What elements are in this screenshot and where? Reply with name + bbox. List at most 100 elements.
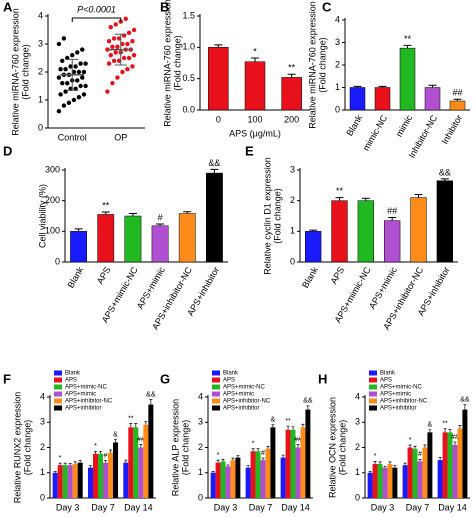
error-bar <box>309 229 318 232</box>
x-tick-label: Day 7 <box>406 502 430 512</box>
error-bar <box>463 404 467 410</box>
error-bar <box>78 460 82 463</box>
legend-label: APS+inhibitor-NC <box>380 399 428 405</box>
y-tick-label: 100 <box>45 226 60 236</box>
y-tick-label: 0.0 <box>182 104 195 114</box>
error-bar <box>226 464 230 467</box>
significance-label: # <box>418 451 422 458</box>
bar <box>424 87 441 111</box>
bar <box>374 87 391 111</box>
error-bar <box>256 448 260 452</box>
panel-letter: H <box>318 371 327 386</box>
data-point <box>81 69 87 75</box>
x-tick-label: OP <box>114 132 127 142</box>
x-tick-label: Day 7 <box>91 502 115 512</box>
error-bar <box>438 457 442 461</box>
error-bar <box>458 425 462 429</box>
bar <box>244 61 266 111</box>
legend-swatch <box>369 405 377 411</box>
error-bar <box>68 463 72 466</box>
x-tick-label: Blank <box>65 265 85 290</box>
error-bar <box>388 461 392 464</box>
y-tick-label: 300 <box>45 164 60 174</box>
bar <box>70 231 87 263</box>
error-bar <box>58 462 62 466</box>
bar <box>225 466 231 498</box>
bar <box>437 460 443 498</box>
legend-swatch <box>54 370 62 376</box>
legend-swatch <box>54 405 62 411</box>
error-bar <box>53 471 57 473</box>
x-tick-label: Day 3 <box>214 502 238 512</box>
legend-swatch <box>54 384 62 390</box>
y-tick-label: 2 <box>38 66 43 76</box>
significance-label: # <box>261 450 265 457</box>
y-axis-label: (Fold change) <box>337 420 347 476</box>
error-bar <box>353 85 362 88</box>
y-tick-label: 3 <box>40 417 45 427</box>
legend-label: APS+mimic <box>65 392 96 398</box>
data-point <box>110 44 115 49</box>
bar <box>250 451 256 498</box>
x-tick-label: Day 7 <box>249 502 273 512</box>
bar <box>270 427 276 498</box>
error-bar <box>144 421 148 425</box>
error-bar <box>129 423 133 428</box>
x-tick-label: Day 14 <box>281 502 310 512</box>
data-point <box>76 95 82 100</box>
data-point <box>68 64 73 69</box>
legend-label: APS <box>380 378 392 384</box>
bar <box>422 447 428 498</box>
data-point <box>65 81 70 86</box>
error-bar <box>261 457 265 461</box>
error-bar <box>221 459 225 462</box>
legend-label: Blank <box>65 371 81 377</box>
significance-label: ** <box>442 420 448 427</box>
y-tick-label: 0.5 <box>182 73 195 83</box>
significance-label: ** <box>128 415 134 422</box>
legend-label: APS+mimic-NC <box>223 385 266 391</box>
bar <box>97 453 103 498</box>
data-point <box>121 55 127 61</box>
error-bar <box>216 459 220 463</box>
legend-swatch <box>54 398 62 404</box>
error-bar <box>266 445 270 449</box>
data-point <box>60 81 65 86</box>
error-bar <box>114 439 118 443</box>
y-axis-label: (Fold change) <box>272 188 282 244</box>
y-axis-label: Relative miRNA-760 expression <box>162 0 172 127</box>
data-point <box>130 39 135 44</box>
y-tick-label: 1 <box>198 467 203 477</box>
bar <box>265 448 271 498</box>
y-tick-label: 2 <box>40 442 45 452</box>
error-bar <box>287 73 296 78</box>
bar <box>412 448 418 498</box>
y-tick-label: 0 <box>40 492 45 502</box>
error-bar <box>236 455 240 458</box>
error-bar <box>428 84 437 88</box>
y-tick-label: 0 <box>38 122 43 132</box>
panel-letter: C <box>322 0 332 14</box>
error-bar <box>281 454 285 458</box>
significance-label: ** <box>336 186 344 196</box>
legend-swatch <box>212 391 220 397</box>
error-bar <box>413 445 417 449</box>
bar <box>108 452 114 498</box>
bar <box>215 462 221 498</box>
significance-label: * <box>409 437 412 444</box>
significance-label: & <box>271 417 276 424</box>
x-tick-label: 0 <box>216 114 221 124</box>
sd-bar <box>66 58 79 91</box>
legend-label: APS+inhibitor <box>380 406 417 412</box>
data-point <box>83 83 88 89</box>
data-point <box>76 69 82 75</box>
y-tick-label: 4 <box>335 14 340 24</box>
error-bar <box>210 168 219 174</box>
panel-letter: F <box>3 371 11 386</box>
error-bar <box>93 450 97 454</box>
error-bar <box>361 197 370 201</box>
data-point <box>108 25 113 30</box>
y-axis-label: (Fold change) <box>317 37 327 93</box>
bar <box>123 462 129 498</box>
